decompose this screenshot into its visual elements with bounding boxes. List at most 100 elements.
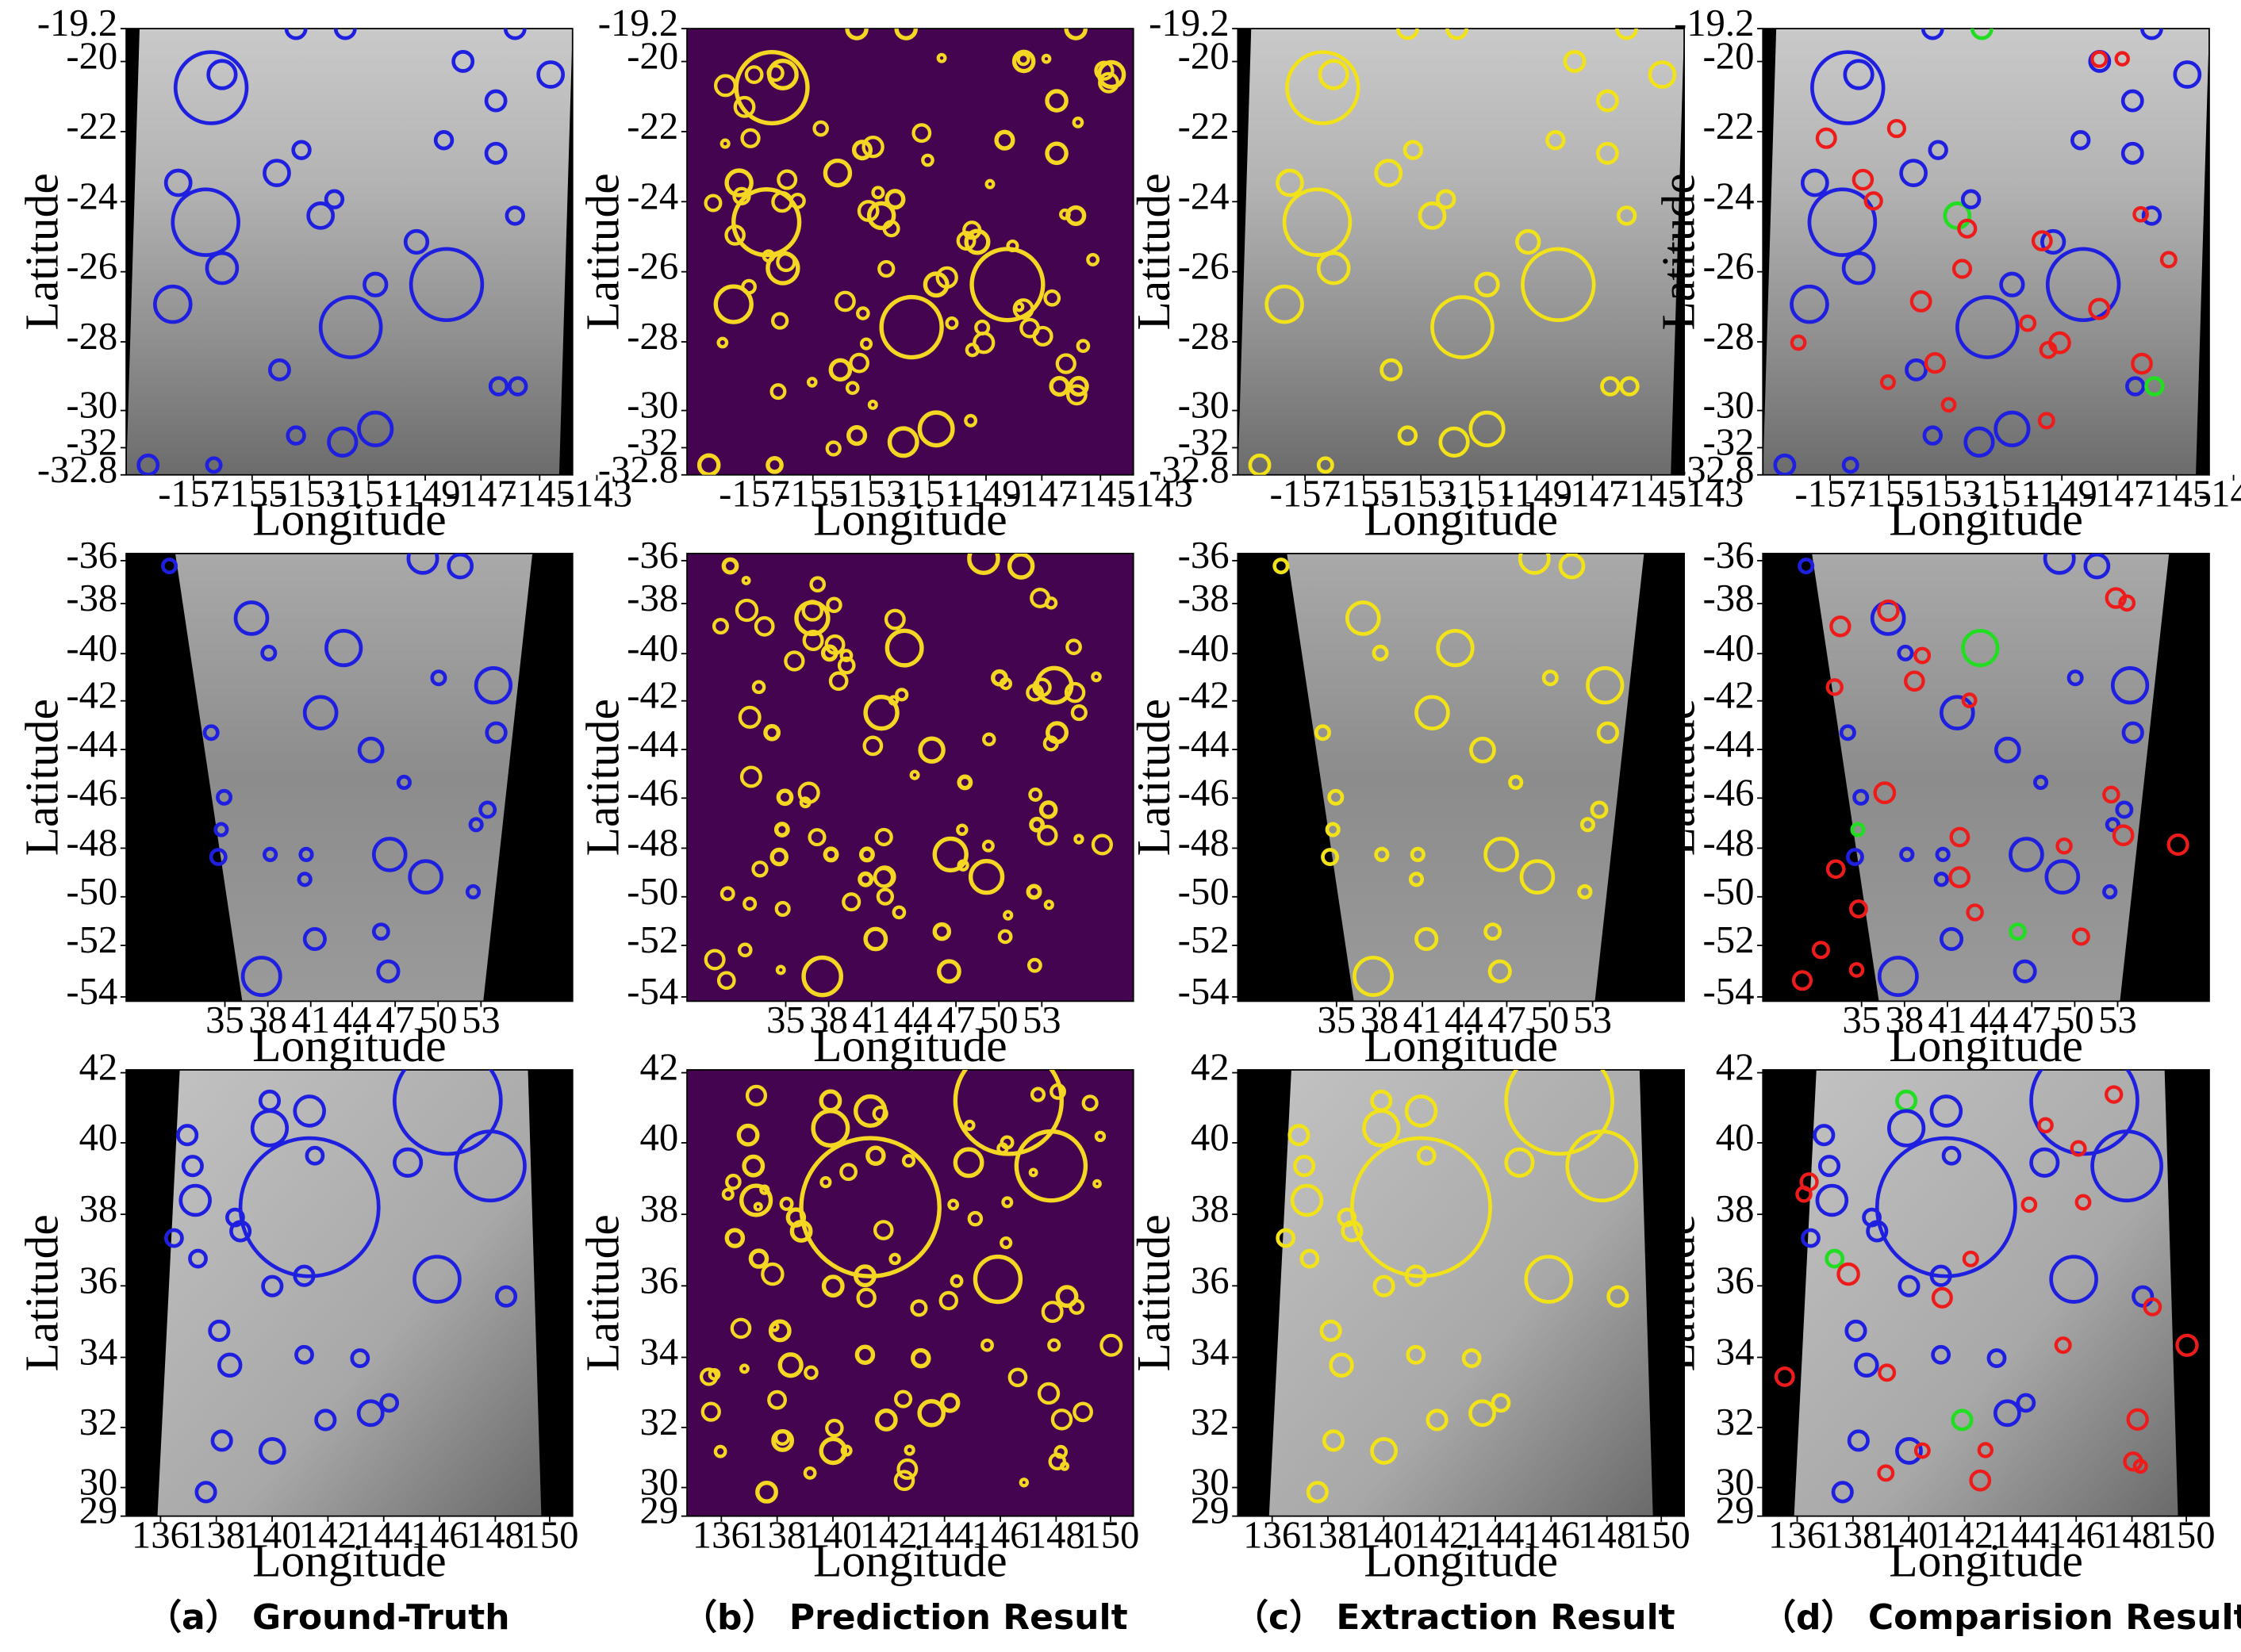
crater-circle	[2066, 669, 2084, 687]
crater-circle	[240, 956, 282, 998]
crater-circle	[1961, 628, 2000, 668]
crater-circle	[2120, 141, 2144, 165]
crater-circle	[262, 846, 278, 863]
crater-circle	[2105, 817, 2120, 833]
crater-circle	[205, 251, 240, 286]
crater-circle	[755, 1480, 778, 1504]
caption-ground-truth: （a） Ground-Truth	[147, 1597, 510, 1638]
y-tick-label: -20	[627, 35, 678, 78]
false-positive-circle	[1961, 692, 1978, 708]
x-tick-label: 44	[1445, 998, 1483, 1041]
predicted-crater-circle	[877, 259, 896, 278]
predicted-crater-circle	[896, 1458, 919, 1480]
y-tick-label: 36	[640, 1259, 679, 1301]
false-positive-circle	[1877, 1464, 1895, 1482]
crater-circle	[2083, 553, 2111, 580]
crater-circle	[739, 1183, 773, 1217]
false-positive-circle	[1913, 646, 1932, 665]
predicted-crater-circle	[779, 1196, 794, 1211]
crater-circle	[865, 1145, 886, 1166]
crater-circle	[508, 376, 528, 397]
y-tick-label: 42	[79, 1046, 118, 1089]
y-tick-label: -50	[627, 870, 678, 913]
crater-circle	[885, 189, 906, 210]
crater-circle	[736, 1123, 760, 1147]
false-positive-circle	[2126, 1408, 2149, 1431]
crater-circle	[1316, 456, 1334, 474]
crater-circle	[379, 1393, 400, 1413]
false-positive-circle	[2037, 1117, 2054, 1134]
crater-circle	[1372, 644, 1389, 661]
crater-circle	[1850, 822, 1866, 837]
mars-surface-image	[1268, 1069, 1653, 1516]
crater-circle	[205, 456, 223, 474]
x-tick-label: 140	[244, 1513, 301, 1556]
crater-circle	[1362, 1109, 1401, 1148]
x-tick-label: 140	[1880, 1513, 1938, 1556]
false-positive-circle	[2118, 594, 2136, 612]
predicted-crater-circle	[910, 1299, 928, 1317]
false-positive-circle	[1815, 127, 1837, 149]
x-tick-label: 35	[1317, 998, 1356, 1041]
y-tick-label: 40	[1716, 1116, 1755, 1159]
predicted-crater-circle	[984, 178, 996, 190]
crater-circle	[1483, 837, 1519, 872]
y-tick-label: -54	[627, 970, 678, 1013]
caption-prediction-result: （b） Prediction Result	[682, 1597, 1128, 1638]
x-tick-label: -157	[719, 472, 789, 515]
predicted-crater-circle	[806, 377, 818, 388]
crater-circle	[484, 141, 508, 165]
x-tick-label: 144	[1466, 1513, 1524, 1556]
y-tick-label: -44	[1178, 723, 1230, 765]
y-tick-label: -52	[66, 918, 117, 961]
predicted-crater-circle	[1047, 1338, 1061, 1352]
false-positive-circle	[1931, 1286, 1953, 1309]
y-tick-label: -40	[1703, 627, 1755, 669]
predicted-crater-circle	[1037, 1382, 1061, 1405]
crater-circle	[2140, 29, 2163, 40]
x-tick-label: 138	[1824, 1513, 1882, 1556]
crater-circle	[408, 859, 443, 895]
crater-circle	[1922, 425, 1943, 446]
false-positive-circle	[2105, 587, 2127, 609]
crater-circle	[932, 836, 969, 873]
predicted-crater-circle	[1076, 339, 1091, 354]
crater-circle	[1928, 140, 1948, 160]
predicted-crater-circle	[766, 63, 785, 82]
predicted-crater-circle	[997, 929, 1013, 945]
panel-r2-c3: -36-38 -40 -42 -44 -46 -48 -50 -52 -54 35 38 41 44 47…	[1127, 534, 1685, 1071]
x-axis-label: Longitude	[252, 493, 447, 545]
false-positive-circle	[2037, 412, 2055, 430]
crater-circle	[161, 558, 178, 575]
predicted-crater-circle	[895, 688, 909, 702]
x-tick-label: -151	[1969, 472, 2040, 515]
predicted-crater-circle	[825, 440, 842, 457]
crater-circle	[1841, 456, 1859, 474]
x-tick-label: -149	[2027, 472, 2097, 515]
y-tick-label: -42	[66, 674, 117, 717]
x-tick-label: 35	[205, 998, 244, 1041]
crater-circle	[1899, 159, 1928, 187]
crater-circle	[773, 822, 790, 837]
predicted-crater-circle	[840, 1444, 853, 1457]
x-tick-label: 136	[132, 1513, 190, 1556]
false-positive-circle	[2102, 785, 2120, 804]
caption-extraction-result: （c） Extraction Result	[1234, 1597, 1675, 1638]
y-axis-label: Latitude	[1652, 173, 1705, 330]
predicted-crater-circle	[1091, 671, 1102, 683]
predicted-crater-circle	[724, 224, 746, 246]
x-tick-label: 142	[299, 1513, 357, 1556]
false-positive-circle	[1924, 352, 1946, 374]
crater-circle	[1068, 375, 1089, 397]
crater-circle	[1293, 1155, 1316, 1178]
false-positive-circle	[1790, 334, 1807, 351]
crater-circle	[2044, 859, 2081, 895]
crater-circle	[1319, 1319, 1342, 1343]
crater-circle	[1306, 1481, 1329, 1504]
crater-circle	[350, 1348, 370, 1368]
y-tick-label: 36	[1716, 1259, 1755, 1301]
crater-circle	[1290, 1183, 1324, 1217]
crater-circle	[1897, 644, 1914, 661]
axes-frame	[1237, 28, 1685, 476]
